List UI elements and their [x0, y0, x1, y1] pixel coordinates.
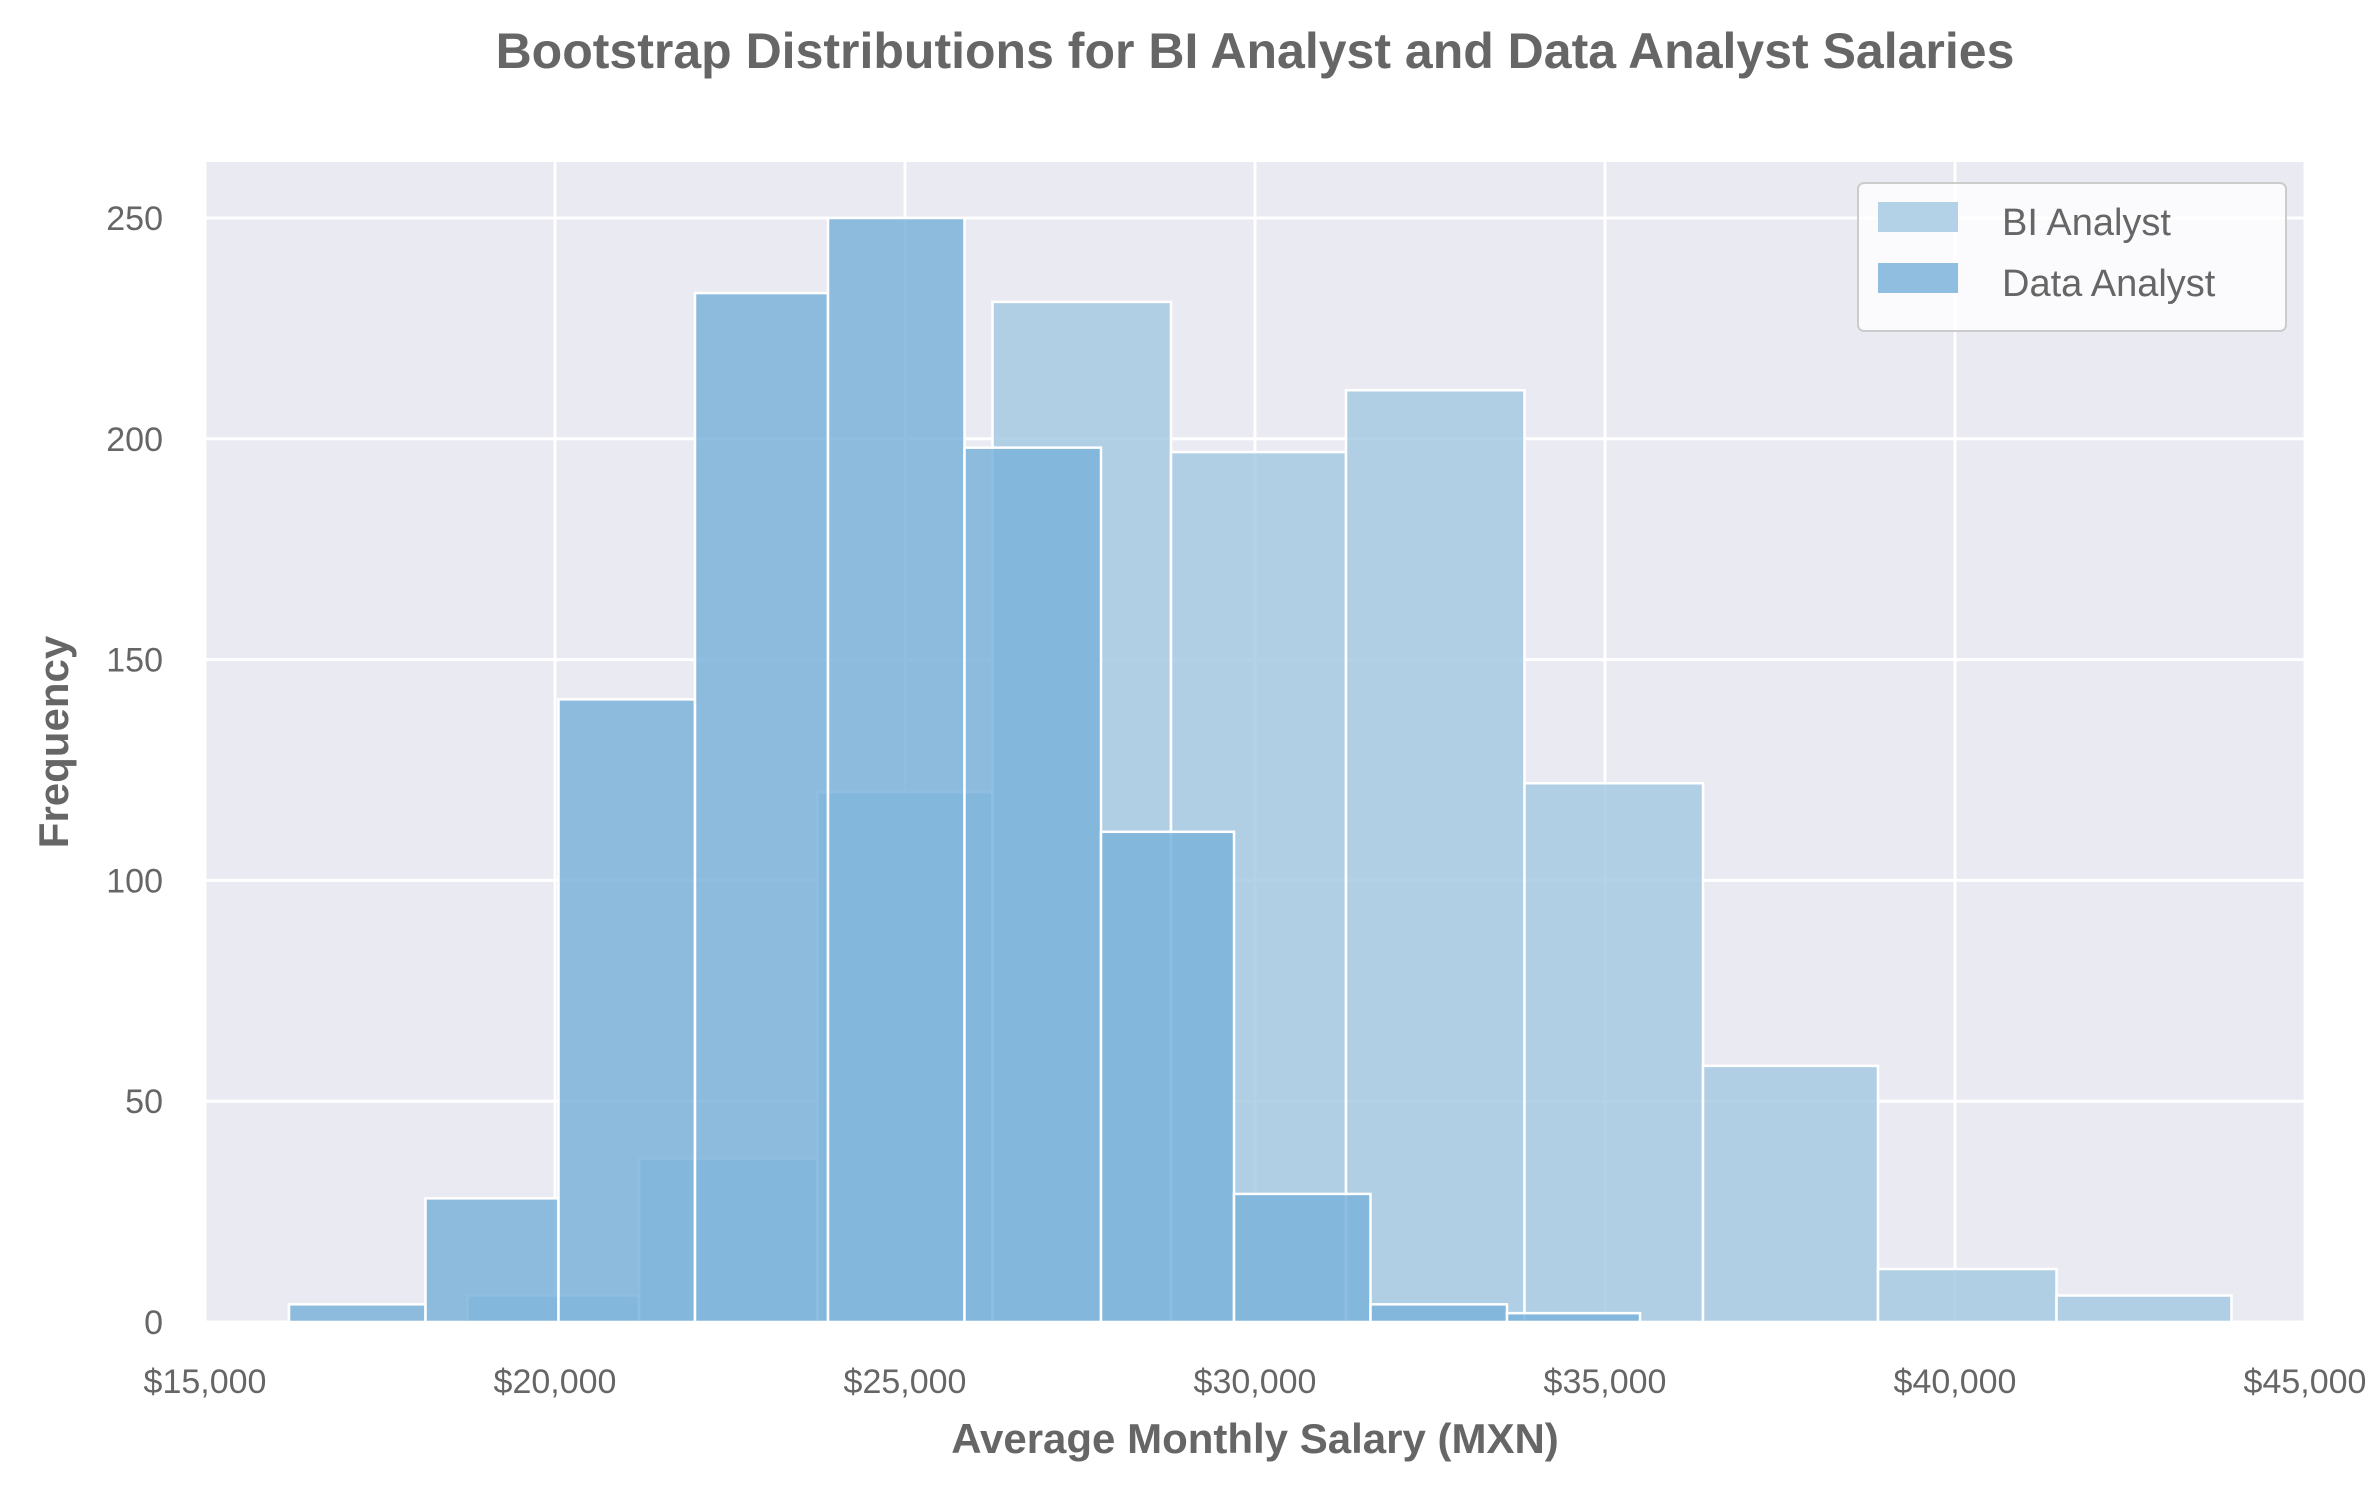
- y-tick-label: 200: [106, 421, 163, 459]
- y-tick-label: 250: [106, 200, 163, 238]
- x-tick-label: $35,000: [1544, 1363, 1667, 1401]
- chart-title: Bootstrap Distributions for BI Analyst a…: [496, 23, 2015, 79]
- y-tick-label: 50: [125, 1083, 163, 1121]
- y-tick-labels: 0 50 100 150 200 250: [106, 200, 163, 1342]
- bar-data-analyst: [424, 1197, 560, 1324]
- x-tick-label: $20,000: [494, 1363, 617, 1401]
- legend-box: [1857, 182, 2287, 332]
- y-axis-label: Frequency: [30, 635, 77, 848]
- y-tick-label: 150: [106, 642, 163, 680]
- bars: [287, 216, 2233, 1324]
- bar-bi-analyst: [2055, 1294, 2233, 1324]
- bar-bi-analyst: [1876, 1267, 2058, 1324]
- legend-label-data-analyst: Data Analyst: [2002, 263, 2216, 305]
- series-data-analyst: [287, 216, 1642, 1324]
- bar-data-analyst: [963, 446, 1103, 1324]
- bar-data-analyst: [1505, 1311, 1642, 1324]
- y-tick-label: 0: [144, 1304, 163, 1342]
- x-tick-label: $30,000: [1194, 1363, 1317, 1401]
- legend-label-bi-analyst: BI Analyst: [2002, 202, 2171, 244]
- bar-data-analyst: [1099, 830, 1236, 1324]
- y-tick-label: 100: [106, 862, 163, 900]
- legend: BI Analyst Data Analyst: [1857, 182, 2287, 332]
- bar-data-analyst: [557, 698, 697, 1324]
- bar-data-analyst: [287, 1303, 427, 1324]
- x-tick-label: $45,000: [2244, 1363, 2367, 1401]
- bar-data-analyst: [1232, 1192, 1372, 1324]
- x-tick-labels: $15,000 $20,000 $25,000 $30,000 $35,000 $40,0…: [144, 1363, 2367, 1401]
- x-tick-label: $40,000: [1894, 1363, 2017, 1401]
- x-axis-label: Average Monthly Salary (MXN): [951, 1415, 1559, 1462]
- legend-swatch-bi-analyst: [1878, 202, 1958, 232]
- bar-bi-analyst: [1523, 781, 1705, 1324]
- bar-data-analyst: [1369, 1303, 1509, 1324]
- x-tick-label: $25,000: [844, 1363, 967, 1401]
- bar-data-analyst: [693, 291, 830, 1324]
- bar-bi-analyst: [1344, 388, 1526, 1324]
- legend-swatch-data-analyst: [1878, 263, 1958, 293]
- bar-bi-analyst: [1701, 1064, 1880, 1324]
- x-tick-label: $15,000: [144, 1363, 267, 1401]
- bar-data-analyst: [826, 216, 966, 1324]
